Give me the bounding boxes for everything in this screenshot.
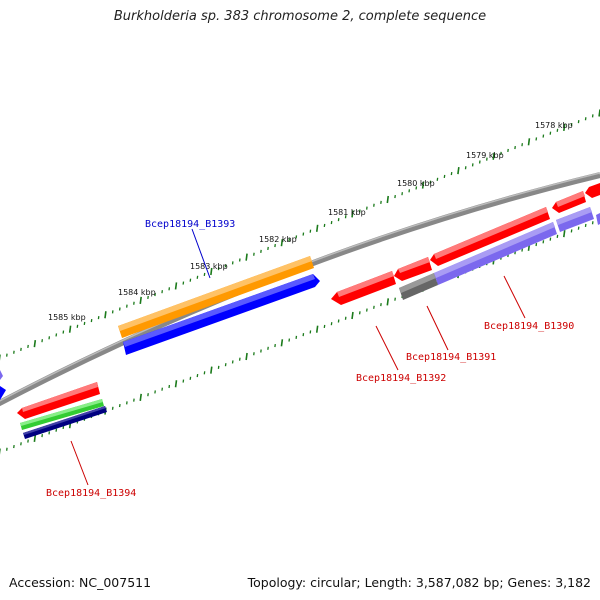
- accession-text: Accession: NC_007511: [9, 575, 152, 590]
- blast-reverse-edge-feature[interactable]: [596, 213, 600, 225]
- inner-tick-45: [315, 325, 319, 333]
- outer-tick-80: [563, 123, 566, 132]
- outer-tick-10: [68, 325, 72, 333]
- dark-blast-feature-b1394[interactable]: [23, 406, 107, 439]
- gene-label-b1393[interactable]: Bcep18194_B1393: [145, 219, 235, 230]
- blast-reverse-feature-b1390[interactable]: [434, 222, 557, 285]
- inner-tick-5: [33, 434, 37, 442]
- inner-tick-80: [563, 230, 566, 238]
- inner-tick-25: [174, 380, 178, 388]
- outer-tick-65: [457, 167, 460, 175]
- outer-tick-50: [351, 210, 354, 218]
- gray-feature-b1391[interactable]: [399, 273, 438, 300]
- outer-tick-ring: [0, 109, 600, 361]
- gene-label-b1390[interactable]: Bcep18194_B1390: [484, 321, 574, 332]
- orf-feature-b1393[interactable]: [118, 256, 314, 338]
- leader-line-b1392: [375, 325, 399, 371]
- inner-tick-40: [280, 339, 284, 347]
- outer-tick-45: [315, 224, 319, 232]
- cds-feature-right-a[interactable]: [552, 191, 586, 213]
- gene-label-b1394[interactable]: Bcep18194_B1394: [46, 488, 136, 499]
- blast-feature-b1393[interactable]: [123, 274, 320, 355]
- outer-tick-60: [421, 181, 425, 189]
- outer-tick-5: [33, 339, 37, 348]
- inner-tick-30: [210, 366, 213, 374]
- inner-tick-35: [245, 352, 248, 361]
- gene-label-b1392[interactable]: Bcep18194_B1392: [356, 373, 446, 384]
- leader-line-b1390: [503, 275, 526, 319]
- leader-line-b1393: [191, 228, 211, 279]
- cds-feature-b1390[interactable]: [430, 207, 550, 266]
- tick-label-1585: 1585 kbp: [48, 313, 86, 322]
- outer-tick-70: [492, 152, 495, 160]
- tick-label-1583: 1583 kbp: [190, 262, 228, 271]
- blast-edge-feature[interactable]: [0, 386, 6, 400]
- cds-feature-right-b[interactable]: [585, 183, 600, 198]
- outer-tick-25: [174, 282, 178, 290]
- gene-label-b1391[interactable]: Bcep18194_B1391: [406, 352, 496, 363]
- gc-feature-b1394[interactable]: [20, 399, 104, 430]
- leader-line-b1391: [426, 305, 449, 351]
- tick-label-1582: 1582 kbp: [259, 235, 297, 244]
- outer-tick-75: [527, 138, 531, 146]
- outer-tick-20: [139, 296, 142, 304]
- blast-reverse-feature-right[interactable]: [556, 207, 594, 232]
- outer-tick-35: [245, 253, 248, 261]
- tick-label-1581: 1581 kbp: [328, 208, 366, 217]
- tick-label-1579: 1579 kbp: [466, 151, 504, 160]
- tick-label-1584: 1584 kbp: [118, 288, 156, 297]
- cds-feature-b1392[interactable]: [331, 271, 396, 305]
- sequence-summary: Topology: circular; Length: 3,587,082 bp…: [247, 575, 591, 590]
- leader-line-b1394: [70, 440, 89, 486]
- inner-tick-20: [139, 393, 142, 402]
- tick-label-1580: 1580 kbp: [397, 179, 435, 188]
- outer-tick-55: [386, 195, 390, 204]
- cds-feature-b1394[interactable]: [17, 382, 100, 419]
- outer-tick-40: [280, 239, 284, 247]
- inner-tick-55: [386, 298, 390, 306]
- outer-tick-30: [210, 267, 213, 276]
- map-title: Burkholderia sp. 383 chromosome 2, compl…: [113, 9, 487, 24]
- tick-label-1578: 1578 kbp: [535, 121, 573, 130]
- inner-tick-50: [351, 311, 354, 320]
- purple-edge-feature[interactable]: [0, 370, 3, 380]
- outer-tick-15: [104, 311, 107, 319]
- cds-feature-b1391[interactable]: [394, 257, 432, 281]
